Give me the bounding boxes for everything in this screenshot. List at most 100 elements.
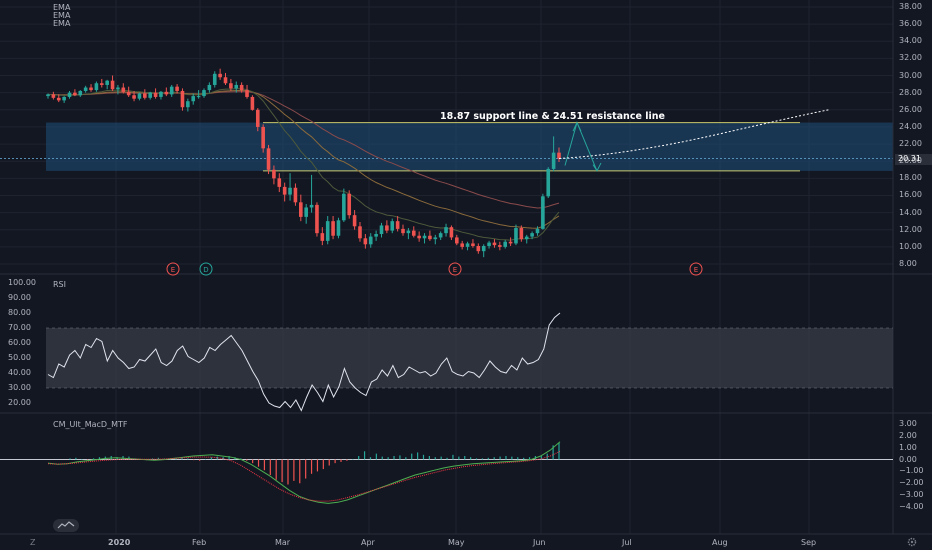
macd-bar [92, 458, 95, 460]
candle-body [546, 168, 551, 197]
candle-body [234, 84, 239, 89]
ema-label-1[interactable]: EMA [53, 3, 71, 12]
macd-bar [287, 459, 289, 485]
macd-tick: −3.00 [899, 490, 924, 500]
candle-body [476, 246, 481, 252]
macd-bar [275, 459, 277, 480]
signal-line[interactable] [47, 450, 561, 502]
rsi-tick: 30.00 [8, 383, 31, 392]
projection-dotted-path [558, 109, 830, 160]
candle-body [261, 126, 265, 149]
candle-body [250, 96, 255, 110]
price-tick: 28.00 [899, 87, 922, 97]
macd-bar [199, 459, 201, 461]
macd-line[interactable] [47, 441, 561, 504]
macd-bar [281, 459, 283, 483]
candle-body [99, 83, 104, 85]
candle-body [336, 220, 341, 236]
candle-body [368, 236, 373, 245]
candles[interactable] [46, 68, 561, 258]
macd-bar [334, 459, 336, 464]
candle-body [186, 101, 190, 108]
time-label: 2020 [108, 538, 131, 547]
candle-body [164, 91, 169, 95]
macd-tick: 1.00 [899, 442, 917, 452]
macd-tick: −4.00 [899, 502, 924, 511]
macd-title[interactable]: CM_Ult_MacD_MTF [53, 420, 128, 429]
price-tick: 22.00 [899, 139, 922, 149]
candle-body [180, 90, 185, 108]
ema-line-1[interactable] [47, 91, 560, 209]
ema-label-3[interactable]: EMA [53, 19, 71, 28]
macd-bar [458, 456, 460, 460]
candle-body [304, 207, 308, 217]
macd-bar [352, 458, 354, 460]
macd-bar [387, 457, 389, 460]
gear-icon[interactable] [907, 537, 917, 547]
price-tick: 12.00 [899, 224, 922, 234]
macd-bar [222, 457, 224, 460]
candle-body [374, 234, 378, 237]
candle-body [309, 204, 314, 208]
candle-body [299, 202, 303, 217]
event-label: E [694, 266, 698, 274]
candle-body [508, 241, 513, 244]
candle-body [352, 215, 357, 227]
annotation-text[interactable]: 18.87 support line & 24.51 resistance li… [440, 111, 665, 122]
candle-body [94, 83, 99, 91]
candle-body [83, 87, 88, 91]
candle-body [78, 90, 83, 96]
tradingview-logo[interactable] [53, 519, 79, 532]
price-tick: 18.00 [899, 173, 922, 183]
macd-bar [210, 457, 212, 460]
candle-body [342, 193, 346, 221]
candle-body [514, 228, 518, 244]
candle-body [121, 87, 126, 92]
ema-line-3[interactable] [47, 88, 560, 241]
macd-bar [464, 456, 466, 460]
rsi-line[interactable] [47, 312, 561, 412]
macd-bar [493, 457, 495, 460]
candle-body [438, 233, 443, 238]
macd-histogram[interactable] [69, 442, 560, 485]
macd-bar [75, 457, 77, 460]
rsi-tick: 60.00 [8, 338, 31, 347]
zoom-icon[interactable]: Z [30, 538, 36, 547]
ema-line-2[interactable] [47, 90, 560, 229]
candle-body [196, 96, 201, 98]
macd-tick: 2.00 [899, 430, 917, 440]
price-tick: 36.00 [899, 19, 922, 29]
macd-bar [246, 459, 248, 461]
candle-body [148, 92, 152, 98]
price-tick: 20.00 [899, 156, 922, 166]
candle-body [406, 230, 411, 234]
candle-body [223, 77, 228, 84]
candle-body [519, 228, 524, 240]
candle-body [288, 187, 292, 195]
macd-bar [417, 452, 419, 460]
macd-tick: 3.00 [899, 419, 917, 428]
macd-bar [299, 459, 301, 484]
candle-body [175, 86, 179, 91]
macd-bar [440, 456, 442, 460]
macd-bar [470, 457, 472, 460]
rsi-title[interactable]: RSI [53, 280, 66, 289]
event-marker-e [166, 262, 180, 276]
time-label: Jul [622, 538, 632, 547]
ema-label-2[interactable]: EMA [53, 11, 71, 20]
candle-body [315, 204, 319, 234]
candle-body [481, 246, 486, 252]
candle-body [116, 87, 120, 90]
macd-bar [511, 456, 513, 460]
rsi-tick: 20.00 [8, 398, 31, 407]
candle-body [331, 221, 335, 236]
candle-body [503, 241, 508, 247]
macd-bar [475, 458, 478, 460]
macd-bar [446, 457, 448, 460]
candle-body [56, 97, 61, 101]
candle-body [153, 92, 158, 97]
rsi-tick: 50.00 [8, 353, 31, 362]
candle-body [524, 236, 529, 240]
